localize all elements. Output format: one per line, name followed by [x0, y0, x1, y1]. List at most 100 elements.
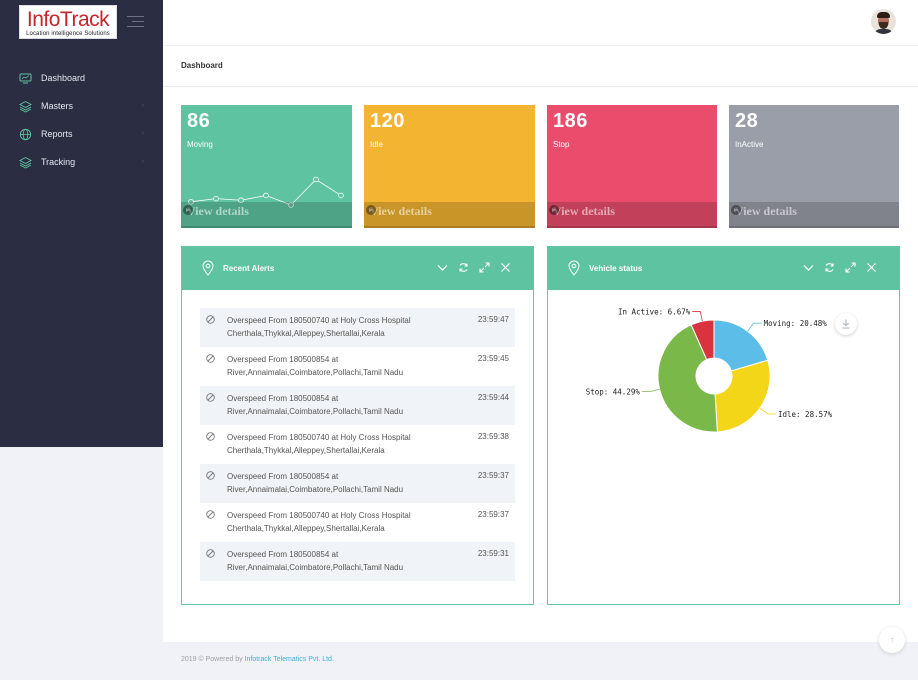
- pie-label: Stop: 44.29%: [586, 388, 641, 397]
- footer-copyright: 2019 © Powered by: [181, 656, 245, 663]
- menu-toggle-icon[interactable]: [127, 16, 144, 28]
- alert-text: Overspeed From 180500740 at Holy Cross H…: [227, 316, 411, 338]
- alert-time: 23:59:37: [477, 510, 509, 519]
- expand-icon: [844, 261, 856, 273]
- close-button[interactable]: [499, 261, 511, 273]
- alert-text: Overspeed From 180500854 at River,Annaim…: [227, 472, 404, 494]
- map-pin-icon: [568, 260, 580, 276]
- alert-time: 23:59:45: [477, 354, 509, 363]
- refresh-button[interactable]: [823, 261, 835, 273]
- panel-title: Recent Alerts: [223, 264, 275, 273]
- pie-label-connector: [759, 407, 776, 415]
- alert-time: 23:59:44: [477, 393, 509, 402]
- pie-slice-in-active[interactable]: [690, 319, 715, 361]
- list-item[interactable]: Overspeed From 180500854 at River,Annaim…: [200, 464, 515, 503]
- expand-icon: [478, 261, 490, 273]
- view-details-label: View details: [370, 204, 432, 218]
- view-details-button[interactable]: View details: [729, 202, 899, 228]
- sidebar-item-label: Reports: [41, 129, 73, 139]
- block-icon: [206, 510, 215, 519]
- dashboard-content: 86 Moving View details 120 Idle View det…: [163, 87, 918, 642]
- arrow-circle-icon: [366, 204, 376, 215]
- view-details-button[interactable]: View details: [364, 202, 535, 228]
- sparkline-point: [263, 192, 269, 199]
- sparkline-point: [313, 176, 319, 183]
- list-item[interactable]: Overspeed From 180500854 at River,Annaim…: [200, 542, 515, 581]
- pie-slice-idle[interactable]: [714, 359, 771, 433]
- list-item[interactable]: Overspeed From 180500740 at Holy Cross H…: [200, 308, 515, 347]
- pie-slice-stop[interactable]: [657, 324, 718, 433]
- sparkline-point: [238, 197, 244, 204]
- stat-value: 186: [553, 110, 588, 132]
- brand-logo[interactable]: InfoTrack Location intelligence Solution…: [19, 5, 117, 39]
- block-icon: [206, 432, 215, 441]
- footer-company-link[interactable]: Infotrack Telematics Pvt. Ltd.: [244, 656, 334, 663]
- chevron-down-icon: [437, 264, 447, 271]
- scroll-to-top-button[interactable]: ↑: [879, 627, 905, 653]
- sparkline-chart: [188, 176, 344, 208]
- close-button[interactable]: [865, 261, 877, 273]
- expand-button[interactable]: [844, 261, 856, 273]
- sidebar-item-masters[interactable]: Masters ›: [0, 92, 163, 120]
- list-item[interactable]: Overspeed From 180500740 at Holy Cross H…: [200, 425, 515, 464]
- download-button[interactable]: [835, 313, 857, 335]
- recent-alerts-panel: Recent Alerts Overspeed From 180500740 a…: [181, 246, 534, 605]
- pie-label: Idle: 28.57%: [778, 410, 833, 419]
- chevron-right-icon: ›: [141, 130, 144, 137]
- refresh-button[interactable]: [457, 261, 469, 273]
- list-item[interactable]: Overspeed From 180500740 at Holy Cross H…: [200, 503, 515, 542]
- alerts-list: Overspeed From 180500740 at Holy Cross H…: [200, 308, 515, 581]
- download-icon: [842, 319, 850, 329]
- close-icon: [500, 262, 510, 272]
- map-pin-icon: [202, 260, 214, 276]
- stat-card-stop: 186 Stop View details: [547, 105, 717, 228]
- alert-text: Overspeed From 180500740 at Holy Cross H…: [227, 433, 411, 455]
- sparkline-point: [288, 202, 294, 208]
- arrow-circle-icon: [731, 204, 741, 215]
- list-item[interactable]: Overspeed From 180500854 at River,Annaim…: [200, 386, 515, 425]
- block-icon: [206, 354, 215, 363]
- breadcrumb: Dashboard: [181, 61, 223, 70]
- sidebar-item-reports[interactable]: Reports ›: [0, 120, 163, 148]
- stat-value: 120: [370, 110, 405, 132]
- sidebar-item-dashboard[interactable]: Dashboard: [0, 64, 163, 92]
- layers-icon: [19, 156, 32, 169]
- monitor-icon: [19, 72, 32, 85]
- view-details-label: View details: [187, 204, 249, 218]
- pie-slice-moving[interactable]: [713, 319, 769, 372]
- collapse-button[interactable]: [436, 261, 448, 273]
- sidebar-item-tracking[interactable]: Tracking ›: [0, 148, 163, 176]
- stat-label: Moving: [187, 140, 213, 149]
- alert-time: 23:59:31: [477, 549, 509, 558]
- stat-value: 28: [735, 110, 759, 132]
- arrow-up-icon: ↑: [889, 634, 895, 646]
- donut-chart: Moving: 20.48% Idle: 28.57% Stop: 44.29% In…: [586, 307, 833, 433]
- top-bar: [163, 0, 918, 45]
- arrow-circle-icon: [549, 204, 559, 215]
- expand-button[interactable]: [478, 261, 490, 273]
- brand-name: InfoTrack: [26, 8, 110, 31]
- list-item[interactable]: Overspeed From 180500854 at River,Annaim…: [200, 347, 515, 386]
- refresh-icon: [458, 262, 468, 272]
- view-details-button[interactable]: View details: [181, 202, 352, 228]
- block-icon: [206, 471, 215, 480]
- alert-time: 23:59:38: [477, 432, 509, 441]
- alert-text: Overspeed From 180500854 at River,Annaim…: [227, 355, 404, 377]
- chevron-right-icon: ›: [141, 102, 144, 109]
- vehicle-status-panel: Vehicle status Moving: 20.48% Idle: 28.57…: [547, 246, 900, 605]
- refresh-icon: [824, 262, 834, 272]
- avatar[interactable]: [871, 9, 896, 34]
- collapse-button[interactable]: [802, 261, 814, 273]
- block-icon: [206, 393, 215, 402]
- alert-time: 23:59:37: [477, 471, 509, 480]
- stat-label: Stop: [553, 140, 570, 149]
- sidebar-item-label: Dashboard: [41, 73, 86, 83]
- close-icon: [866, 262, 876, 272]
- alert-time: 23:59:47: [477, 315, 509, 324]
- footer: 2019 © Powered by Infotrack Telematics P…: [163, 627, 918, 680]
- arrow-circle-icon: [183, 204, 193, 215]
- view-details-button[interactable]: View details: [547, 202, 717, 228]
- sparkline-point: [338, 192, 344, 199]
- globe-icon: [19, 128, 32, 141]
- stat-label: InActive: [735, 140, 764, 149]
